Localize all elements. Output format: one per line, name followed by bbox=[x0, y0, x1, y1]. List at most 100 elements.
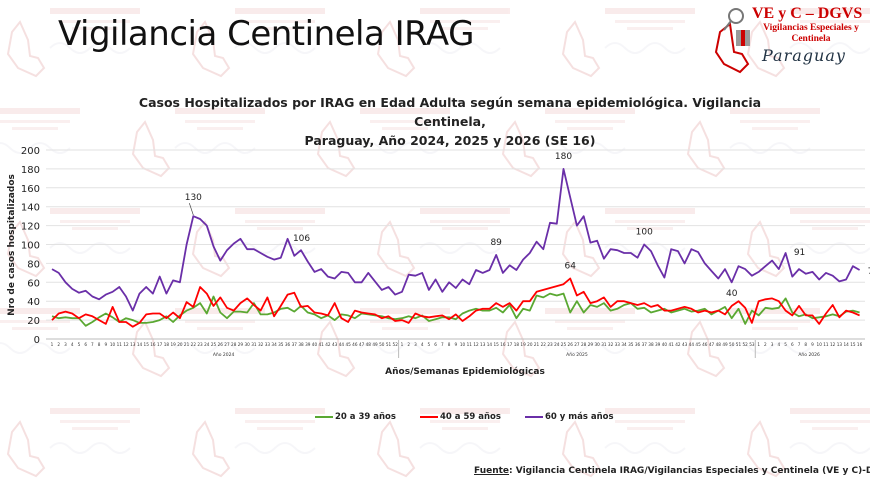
x-tick-label: 49 bbox=[722, 342, 728, 347]
year-label: Año 2025 bbox=[566, 352, 588, 358]
year-label: Año 2024 bbox=[213, 352, 235, 358]
data-label: 180 bbox=[555, 152, 572, 162]
x-tick-label: 8 bbox=[804, 342, 807, 347]
x-tick-label: 22 bbox=[541, 342, 547, 347]
y-tick-label: 60 bbox=[27, 278, 40, 289]
x-tick-label: 9 bbox=[811, 342, 814, 347]
x-tick-label: 24 bbox=[554, 342, 560, 347]
x-tick-label: 38 bbox=[648, 342, 654, 347]
x-axis-label: Años/Semanas Epidemiológicas bbox=[385, 366, 545, 377]
x-tick-label: 18 bbox=[514, 342, 520, 347]
x-tick-label: 12 bbox=[830, 342, 836, 347]
y-tick-label: 40 bbox=[27, 297, 40, 308]
year-label: Año 2026 bbox=[798, 352, 820, 358]
x-tick-label: 9 bbox=[454, 342, 457, 347]
x-tick-label: 20 bbox=[527, 342, 533, 347]
y-tick-label: 120 bbox=[21, 222, 40, 233]
x-tick-label: 48 bbox=[366, 342, 372, 347]
x-tick-label: 38 bbox=[298, 342, 304, 347]
x-tick-label: 33 bbox=[265, 342, 271, 347]
data-label: 64 bbox=[564, 262, 576, 272]
x-tick-label: 2 bbox=[57, 342, 60, 347]
x-tick-label: 19 bbox=[520, 342, 526, 347]
x-tick-label: 26 bbox=[568, 342, 574, 347]
x-tick-label: 15 bbox=[144, 342, 150, 347]
series-line-20-a-39-años bbox=[51, 292, 860, 327]
x-tick-label: 35 bbox=[628, 342, 634, 347]
x-tick-label: 11 bbox=[467, 342, 473, 347]
chart-title: Casos Hospitalizados por IRAG en Edad Ad… bbox=[138, 95, 762, 148]
x-tick-label: 32 bbox=[608, 342, 614, 347]
legend-item-20-39: 20 a 39 años bbox=[315, 412, 396, 422]
x-tick-label: 14 bbox=[843, 342, 849, 347]
x-tick-label: 27 bbox=[224, 342, 230, 347]
x-tick-label: 44 bbox=[689, 342, 695, 347]
x-tick-label: 3 bbox=[414, 342, 417, 347]
x-tick-label: 8 bbox=[448, 342, 451, 347]
x-tick-label: 6 bbox=[434, 342, 437, 347]
x-tick-label: 28 bbox=[581, 342, 587, 347]
x-tick-label: 5 bbox=[78, 342, 81, 347]
y-tick-label: 80 bbox=[27, 259, 40, 270]
data-label: 91 bbox=[794, 248, 805, 258]
x-tick-label: 6 bbox=[84, 342, 87, 347]
x-tick-label: 40 bbox=[312, 342, 318, 347]
x-tick-label: 13 bbox=[130, 342, 136, 347]
x-tick-label: 45 bbox=[695, 342, 701, 347]
x-tick-label: 10 bbox=[460, 342, 466, 347]
x-tick-label: 14 bbox=[487, 342, 493, 347]
x-tick-label: 30 bbox=[244, 342, 250, 347]
x-tick-label: 46 bbox=[352, 342, 358, 347]
y-tick-label: 0 bbox=[34, 335, 40, 346]
x-tick-label: 33 bbox=[615, 342, 621, 347]
x-tick-label: 48 bbox=[716, 342, 722, 347]
x-tick-label: 47 bbox=[709, 342, 715, 347]
x-tick-label: 6 bbox=[791, 342, 794, 347]
x-tick-label: 7 bbox=[441, 342, 444, 347]
x-tick-label: 13 bbox=[480, 342, 486, 347]
x-tick-label: 16 bbox=[150, 342, 156, 347]
x-tick-label: 16 bbox=[500, 342, 506, 347]
x-tick-label: 35 bbox=[278, 342, 284, 347]
page-title: Vigilancia Centinela IRAG bbox=[58, 14, 474, 54]
x-tick-label: 12 bbox=[473, 342, 479, 347]
x-tick-label: 4 bbox=[778, 342, 781, 347]
x-tick-label: 29 bbox=[238, 342, 244, 347]
x-tick-label: 21 bbox=[184, 342, 190, 347]
x-tick-label: 29 bbox=[588, 342, 594, 347]
x-tick-label: 43 bbox=[682, 342, 688, 347]
x-tick-label: 14 bbox=[137, 342, 143, 347]
x-tick-label: 25 bbox=[211, 342, 217, 347]
x-tick-label: 26 bbox=[218, 342, 224, 347]
x-tick-label: 43 bbox=[332, 342, 338, 347]
x-tick-label: 11 bbox=[823, 342, 829, 347]
x-tick-label: 20 bbox=[177, 342, 183, 347]
series-line-40-a-59-años bbox=[51, 277, 860, 328]
x-tick-label: 9 bbox=[105, 342, 108, 347]
x-tick-label: 2 bbox=[407, 342, 410, 347]
data-label: 130 bbox=[185, 193, 202, 203]
x-tick-label: 41 bbox=[319, 342, 325, 347]
y-tick-label: 100 bbox=[21, 241, 40, 252]
x-tick-label: 53 bbox=[749, 342, 755, 347]
logo: VE y C – DGVS Vigilancias Especiales y C… bbox=[712, 2, 870, 74]
x-tick-label: 36 bbox=[285, 342, 291, 347]
x-tick-label: 39 bbox=[655, 342, 661, 347]
x-tick-label: 17 bbox=[157, 342, 163, 347]
x-tick-label: 51 bbox=[386, 342, 392, 347]
paraguay-map-icon bbox=[714, 8, 750, 74]
x-tick-label: 16 bbox=[857, 342, 863, 347]
x-tick-label: 31 bbox=[601, 342, 607, 347]
x-tick-label: 11 bbox=[117, 342, 123, 347]
x-tick-label: 52 bbox=[743, 342, 749, 347]
x-tick-label: 27 bbox=[574, 342, 580, 347]
y-axis-label: Nro de casos hospitalizados bbox=[7, 174, 17, 316]
x-tick-label: 3 bbox=[64, 342, 67, 347]
x-tick-label: 13 bbox=[837, 342, 843, 347]
x-tick-label: 15 bbox=[850, 342, 856, 347]
x-tick-label: 36 bbox=[635, 342, 641, 347]
x-tick-label: 1 bbox=[757, 342, 760, 347]
x-tick-label: 10 bbox=[817, 342, 823, 347]
x-tick-label: 22 bbox=[191, 342, 197, 347]
y-tick-label: 20 bbox=[27, 316, 40, 327]
